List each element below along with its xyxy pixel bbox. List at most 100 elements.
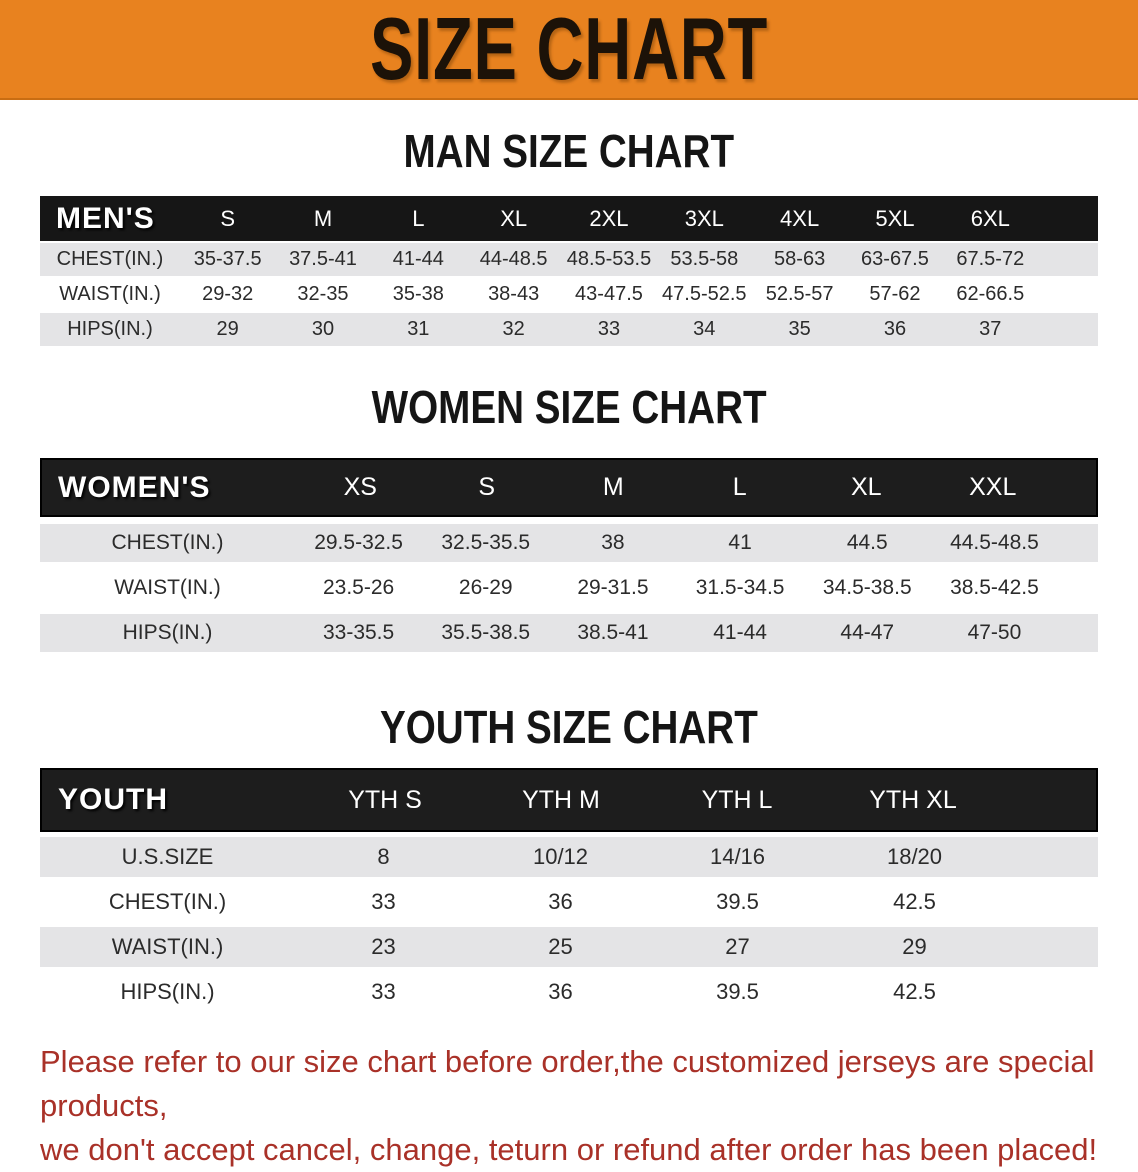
size-value-cell: 23.5-26 [322, 576, 395, 599]
table-corner-label: MEN'S [56, 201, 155, 235]
row-label: HIPS(IN.) [120, 979, 215, 1004]
size-column-header: XL [500, 205, 528, 231]
women-size-table: WOMEN'S XS S M L XL XXL CHEST(IN.) 29.5-32.5 32.5… [40, 458, 1098, 652]
size-column-header: YTH XL [869, 785, 957, 814]
size-value-cell: 29.5-32.5 [314, 531, 403, 554]
size-value-cell: 44.5-48.5 [950, 531, 1039, 554]
table-row: CHEST(IN.) 29.5-32.5 32.5-35.5 38 41 44.5 44.5… [40, 524, 1098, 562]
size-value-cell: 58-63 [774, 248, 826, 270]
size-column-header: YTH L [701, 785, 773, 814]
size-column-header: XL [850, 473, 882, 501]
man-size-section: MAN SIZE CHART MEN'S S M L XL 2XL 3XL 4XL 5XL 6XL… [0, 124, 1138, 346]
size-value-cell: 43-47.5 [575, 283, 643, 305]
size-value-cell: 29-31.5 [577, 576, 649, 599]
table-row: WAIST(IN.) 23 25 27 29 [40, 927, 1098, 967]
size-value-cell: 31.5-34.5 [695, 576, 785, 599]
women-size-section: WOMEN SIZE CHART WOMEN'S XS S M L XL XXL CHEST(… [0, 380, 1138, 652]
row-label: WAIST(IN.) [111, 934, 224, 959]
size-value-cell: 39.5 [716, 979, 759, 1004]
size-value-cell: 35.5-38.5 [441, 621, 531, 644]
size-value-cell: 31 [407, 318, 430, 340]
size-column-header: 3XL [684, 205, 724, 231]
size-value-cell: 33 [371, 889, 396, 914]
size-value-cell: 44.5 [846, 531, 888, 554]
size-value-cell: 29 [216, 318, 239, 340]
youth-size-title: YOUTH SIZE CHART [380, 701, 758, 753]
size-value-cell: 35 [788, 318, 811, 340]
size-value-cell: 62-66.5 [956, 283, 1025, 305]
size-value-cell: 25 [548, 934, 573, 959]
table-row: U.S.SIZE 8 10/12 14/16 18/20 [40, 837, 1098, 877]
table-header-row: MEN'S S M L XL 2XL 3XL 4XL 5XL 6XL [40, 196, 1098, 241]
size-value-cell: 41-44 [713, 621, 767, 644]
size-column-header: XXL [969, 473, 1017, 501]
size-value-cell: 41-44 [392, 248, 444, 270]
size-value-cell: 37.5-41 [289, 248, 357, 270]
size-value-cell: 34.5-38.5 [822, 576, 912, 599]
size-value-cell: 32-35 [297, 283, 349, 305]
size-value-cell: 26-29 [458, 576, 513, 599]
size-value-cell: 8 [377, 844, 390, 869]
youth-size-table: YOUTH YTH S YTH M YTH L YTH XL U.S.SIZE 8 10/12… [40, 768, 1098, 1012]
size-value-cell: 14/16 [709, 844, 766, 869]
size-value-cell: 57-62 [869, 283, 921, 305]
size-column-header: YTH S [348, 785, 422, 814]
size-value-cell: 37 [979, 318, 1002, 340]
size-value-cell: 38 [601, 531, 625, 554]
size-value-cell: 47-50 [967, 621, 1022, 644]
table-corner-label: YOUTH [58, 783, 168, 816]
size-column-header: M [602, 473, 624, 501]
table-row: HIPS(IN.) 33 36 39.5 42.5 [40, 972, 1098, 1012]
size-value-cell: 30 [311, 318, 335, 340]
youth-size-section: YOUTH SIZE CHART YOUTH YTH S YTH M YTH L YTH… [0, 700, 1138, 1012]
size-column-header: L [732, 473, 747, 501]
size-value-cell: 38.5-41 [577, 621, 649, 644]
size-column-header: YTH M [522, 785, 600, 814]
size-value-cell: 67.5-72 [956, 248, 1025, 270]
size-value-cell: 42.5 [893, 979, 936, 1004]
man-size-table: MEN'S S M L XL 2XL 3XL 4XL 5XL 6XL CHEST(IN.) 35-37… [40, 196, 1098, 346]
size-value-cell: 52.5-57 [765, 283, 834, 305]
women-size-title: WOMEN SIZE CHART [371, 381, 767, 433]
size-value-cell: 29-32 [202, 283, 254, 305]
size-column-header: 6XL [970, 205, 1010, 231]
row-label: HIPS(IN.) [67, 318, 153, 340]
size-column-header: XS [343, 473, 377, 501]
table-row: WAIST(IN.) 29-32 32-35 35-38 38-43 43-47.5 47.… [40, 278, 1098, 311]
size-value-cell: 53.5-58 [670, 248, 739, 270]
size-column-header: S [478, 473, 496, 501]
size-value-cell: 35-38 [392, 283, 444, 305]
size-value-cell: 33 [597, 318, 621, 340]
row-label: CHEST(IN.) [108, 889, 227, 914]
size-value-cell: 44-48.5 [479, 248, 548, 270]
size-value-cell: 23 [371, 934, 396, 959]
table-row: HIPS(IN.) 33-35.5 35.5-38.5 38.5-41 41-44 44-… [40, 614, 1098, 652]
size-value-cell: 36 [548, 889, 573, 914]
disclaimer-line-2: we don't accept cancel, change, teturn o… [40, 1132, 1098, 1167]
size-value-cell: 38.5-42.5 [950, 576, 1039, 599]
row-label: WAIST(IN.) [59, 283, 161, 305]
disclaimer-text: Please refer to our size chart before or… [40, 1040, 1118, 1172]
table-row: HIPS(IN.) 29 30 31 32 33 34 35 36 37 [40, 313, 1098, 346]
row-label: U.S.SIZE [121, 844, 214, 869]
table-header-row: YOUTH YTH S YTH M YTH L YTH XL [40, 768, 1098, 832]
size-value-cell: 32 [502, 318, 525, 340]
disclaimer-line-1: Please refer to our size chart before or… [40, 1044, 1095, 1123]
size-column-header: 4XL [780, 205, 820, 231]
row-label: CHEST(IN.) [111, 531, 224, 554]
banner-title: SIZE CHART [369, 0, 769, 98]
size-value-cell: 10/12 [532, 844, 589, 869]
size-chart-banner: SIZE CHART [0, 0, 1138, 100]
size-value-cell: 36 [883, 318, 907, 340]
size-value-cell: 63-67.5 [861, 248, 929, 270]
size-value-cell: 36 [548, 979, 573, 1004]
row-label: WAIST(IN.) [114, 576, 221, 599]
row-label: HIPS(IN.) [122, 621, 213, 644]
size-value-cell: 32.5-35.5 [441, 531, 531, 554]
size-value-cell: 33 [371, 979, 396, 1004]
size-column-header: 5XL [875, 205, 915, 231]
size-value-cell: 29 [902, 934, 927, 959]
row-label: CHEST(IN.) [56, 248, 164, 270]
man-size-title: MAN SIZE CHART [403, 125, 735, 177]
size-value-cell: 41 [728, 531, 752, 554]
